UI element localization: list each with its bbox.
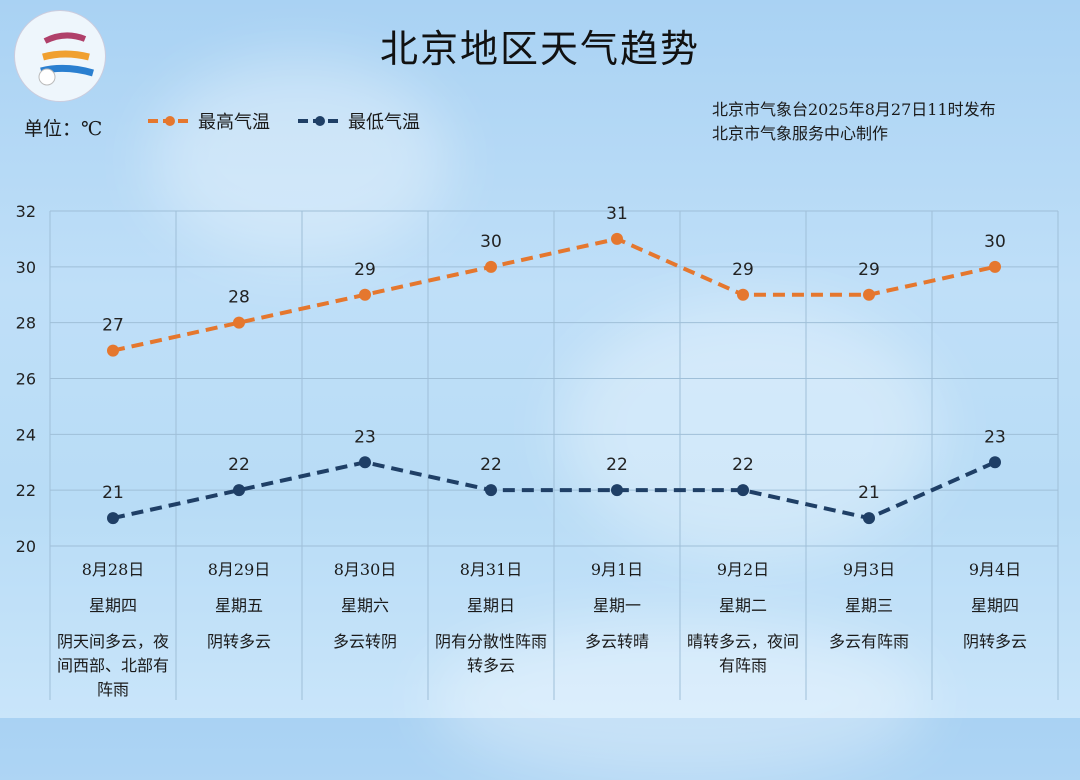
data-label: 23	[354, 427, 376, 447]
unit-label: 单位：℃	[24, 118, 103, 140]
weather-description: 多云转阴	[332, 632, 397, 651]
data-label: 27	[102, 316, 124, 336]
weekday-label: 星期四	[970, 596, 1019, 615]
meteorological-service-logo	[14, 10, 106, 102]
data-point	[107, 344, 119, 357]
data-label: 22	[228, 455, 250, 475]
day-column: 8月31日星期日阴有分散性阵雨转多云	[428, 558, 554, 678]
page-title: 北京地区天气趋势	[379, 27, 700, 71]
date-label: 9月2日	[716, 560, 770, 579]
weather-description: 阴转多云	[962, 632, 1027, 651]
date-label: 9月3日	[842, 560, 896, 579]
y-tick-label: 20	[16, 537, 36, 556]
data-label: 30	[480, 232, 502, 252]
y-tick-label: 28	[16, 314, 36, 333]
weekday-label: 星期一	[592, 596, 641, 615]
data-point	[359, 288, 371, 301]
weekday-label: 星期二	[718, 596, 767, 615]
data-label: 30	[984, 232, 1006, 252]
data-label: 22	[606, 455, 628, 475]
data-point	[863, 288, 875, 301]
y-tick-label: 26	[16, 370, 36, 389]
legend-low-marker-icon	[298, 116, 342, 126]
day-column: 8月30日星期六多云转阴	[302, 558, 428, 654]
data-point	[737, 484, 749, 497]
data-point	[611, 232, 623, 245]
weekday-label: 星期六	[340, 596, 389, 615]
weather-description: 阴有分散性阵雨转多云	[434, 632, 547, 675]
y-tick-label: 22	[16, 481, 36, 500]
data-point	[233, 316, 245, 329]
data-point	[737, 288, 749, 301]
date-label: 8月31日	[459, 560, 523, 579]
weekday-label: 星期三	[844, 596, 893, 615]
legend-high-label: 最高气温	[198, 112, 270, 133]
weather-description: 多云有阵雨	[828, 632, 909, 651]
weekday-label: 星期五	[214, 596, 263, 615]
date-label: 9月4日	[968, 560, 1022, 579]
data-point	[359, 456, 371, 469]
data-point	[989, 260, 1001, 273]
data-label: 21	[858, 483, 880, 503]
series-line-low	[112, 460, 996, 521]
data-point	[233, 484, 245, 497]
day-column: 9月2日星期二晴转多云，夜间有阵雨	[680, 558, 806, 678]
data-label: 21	[102, 483, 124, 503]
y-tick-label: 32	[16, 202, 36, 221]
day-column: 9月3日星期三多云有阵雨	[806, 558, 932, 654]
day-column: 9月1日星期一多云转晴	[554, 558, 680, 654]
data-point	[611, 484, 623, 497]
y-tick-label: 30	[16, 258, 36, 277]
legend-low-label: 最低气温	[348, 112, 420, 133]
weather-description: 阴天间多云，夜间西部、北部有阵雨	[56, 632, 169, 699]
weekday-label: 星期四	[88, 596, 137, 615]
data-label: 29	[858, 260, 880, 280]
data-label: 29	[732, 260, 754, 280]
publisher-line-2: 北京市气象服务中心制作	[712, 124, 889, 143]
data-point	[485, 484, 497, 497]
data-label: 29	[354, 260, 376, 280]
data-point	[863, 512, 875, 525]
data-label: 22	[480, 455, 502, 475]
legend-item-high: 最高气温	[146, 108, 270, 134]
publisher-line-1: 北京市气象台2025年8月27日11时发布	[712, 100, 996, 119]
date-label: 8月29日	[207, 560, 271, 579]
data-label: 31	[606, 204, 628, 224]
data-label: 22	[732, 455, 754, 475]
data-point	[485, 260, 497, 273]
data-point	[989, 456, 1001, 469]
day-column: 8月29日星期五阴转多云	[176, 558, 302, 654]
weather-description: 晴转多云，夜间有阵雨	[686, 632, 799, 675]
legend-item-low: 最低气温	[296, 108, 420, 134]
date-label: 9月1日	[590, 560, 644, 579]
y-tick-label: 24	[16, 425, 36, 444]
weather-description: 阴转多云	[206, 632, 271, 651]
publisher-info: 北京市气象台2025年8月27日11时发布 北京市气象服务中心制作	[712, 98, 996, 146]
legend-high-marker-icon	[148, 116, 192, 126]
temperature-chart: 20 22 24 26 28 30 32 27 28 29 30 31 29 29 30 21 22 23 22 22…	[16, 202, 1059, 700]
data-label: 28	[228, 288, 250, 308]
day-column: 8月28日星期四阴天间多云，夜间西部、北部有阵雨	[50, 558, 176, 702]
data-point	[107, 512, 119, 525]
weekday-label: 星期日	[466, 596, 515, 615]
data-label: 23	[984, 427, 1006, 447]
day-column: 9月4日星期四阴转多云	[932, 558, 1058, 654]
weather-description: 多云转晴	[584, 632, 649, 651]
date-label: 8月28日	[81, 560, 145, 579]
date-label: 8月30日	[333, 560, 397, 579]
